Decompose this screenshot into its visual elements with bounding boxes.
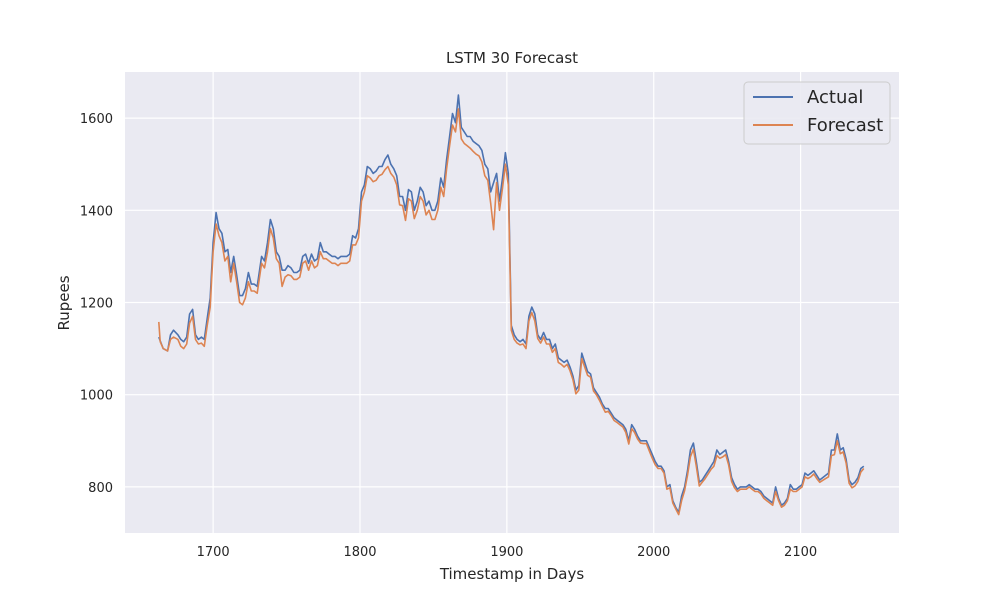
x-axis-title: Timestamp in Days: [439, 565, 585, 583]
x-tick-label: 2100: [784, 545, 817, 560]
x-tick-label: 2000: [637, 545, 670, 560]
chart-title: LSTM 30 Forecast: [446, 49, 578, 67]
legend-label-forecast: Forecast: [807, 115, 883, 136]
y-tick-label: 1600: [80, 112, 113, 127]
y-tick-label: 1000: [80, 389, 113, 404]
y-tick-label: 1200: [80, 297, 113, 312]
tick-labels: 1700 1800 1900 2000 2100 800 1000 1200 1400 1600: [80, 112, 817, 560]
x-tick-label: 1900: [490, 545, 523, 560]
series-line-actual: [158, 94, 865, 514]
y-tick-label: 800: [88, 481, 113, 496]
legend-label-actual: Actual: [807, 87, 863, 108]
y-tick-label: 1400: [80, 204, 113, 219]
y-axis-title: Rupees: [55, 275, 73, 330]
x-tick-label: 1700: [197, 545, 230, 560]
legend: Actual Forecast: [743, 81, 891, 145]
series-layer: [158, 94, 865, 516]
series-line-forecast: [158, 108, 865, 516]
x-tick-label: 1800: [343, 545, 376, 560]
